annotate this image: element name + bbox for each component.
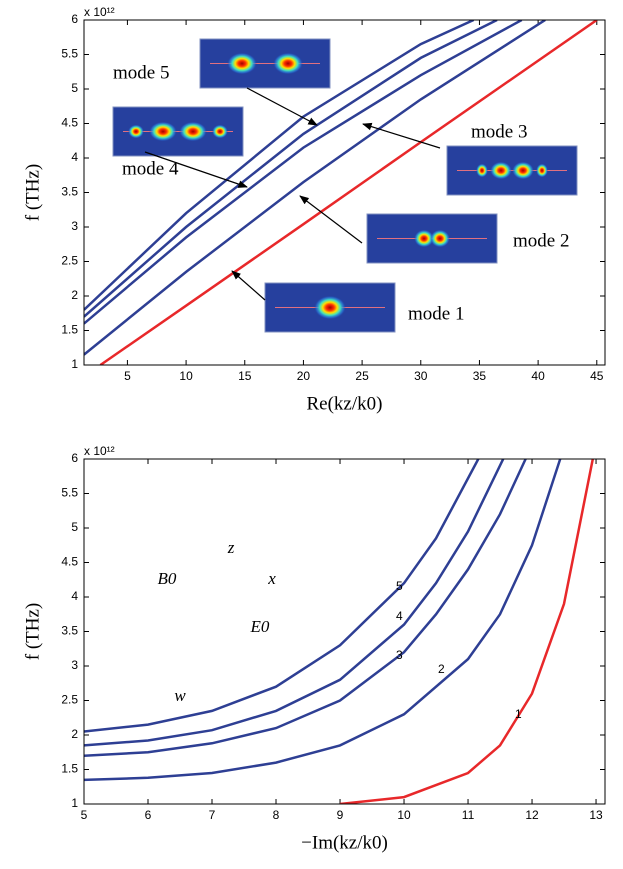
line-series <box>84 20 523 325</box>
annotation: x <box>267 569 276 588</box>
arrow <box>246 87 318 126</box>
y-axis-label: f (THz) <box>22 164 43 222</box>
y-tick-label: 4 <box>71 150 78 164</box>
annotation: z <box>227 538 235 557</box>
arrow <box>299 195 363 244</box>
line-series <box>84 459 480 733</box>
annotation: B0 <box>158 569 177 588</box>
field-blob <box>227 52 257 75</box>
y-tick-label: 3.5 <box>61 185 78 199</box>
x-tick-label: 10 <box>397 808 411 822</box>
field-blob <box>149 121 177 142</box>
field-blob <box>490 161 512 180</box>
arrow <box>231 270 266 301</box>
field-blob <box>128 124 144 139</box>
y-tick-label: 2 <box>71 288 78 302</box>
y-tick-label: 5.5 <box>61 486 78 500</box>
field-blob <box>430 229 450 248</box>
mode-inset <box>264 282 396 333</box>
y-tick-label: 5.5 <box>61 47 78 61</box>
y-tick-label: 5 <box>71 81 78 95</box>
field-blob <box>414 229 434 248</box>
arrow <box>362 122 441 149</box>
y-tick-label: 6 <box>71 451 78 465</box>
y-tick-label: 5 <box>71 520 78 534</box>
x-tick-label: 7 <box>209 808 216 822</box>
series-label: mode 1 <box>408 303 464 324</box>
x-tick-label: 20 <box>297 369 311 383</box>
mode-inset <box>366 213 498 264</box>
mode-inset <box>199 38 331 89</box>
y-tick-label: 3 <box>71 219 78 233</box>
series-label: 2 <box>438 662 445 676</box>
arrow <box>144 151 248 188</box>
line-series <box>84 459 527 757</box>
x-tick-label: 30 <box>414 369 428 383</box>
x-tick-label: 25 <box>355 369 369 383</box>
x-tick-label: 8 <box>273 808 280 822</box>
series-label: 1 <box>515 707 522 721</box>
annotation: E0 <box>250 617 270 636</box>
y-axis-label: f (THz) <box>22 603 43 661</box>
x-tick-label: 11 <box>462 808 475 822</box>
series-label: mode 4 <box>122 158 179 179</box>
axis-multiplier: x 10¹² <box>84 444 115 458</box>
x-tick-label: 15 <box>238 369 252 383</box>
field-blob <box>536 163 548 178</box>
mode-inset <box>446 145 578 196</box>
x-axis-label: −Im(kz/k0) <box>301 832 388 853</box>
x-tick-label: 5 <box>124 369 131 383</box>
series-label: 4 <box>396 609 403 623</box>
y-tick-label: 1 <box>71 796 78 810</box>
x-tick-label: 5 <box>81 808 88 822</box>
annotation: w <box>174 686 186 705</box>
field-blob <box>179 121 207 142</box>
y-tick-label: 1.5 <box>61 762 78 776</box>
y-tick-label: 4.5 <box>61 555 78 569</box>
axes-frame <box>83 19 606 366</box>
x-tick-label: 12 <box>525 808 539 822</box>
x-tick-label: 35 <box>473 369 487 383</box>
x-tick-label: 6 <box>145 808 152 822</box>
field-blob <box>476 163 488 178</box>
plot-area <box>84 459 605 804</box>
series-label: mode 3 <box>471 121 527 142</box>
y-tick-label: 3 <box>71 658 78 672</box>
y-tick-label: 1 <box>71 357 78 371</box>
line-series <box>84 459 562 782</box>
x-tick-label: 45 <box>590 369 604 383</box>
line-series <box>84 20 475 311</box>
y-tick-label: 2.5 <box>61 254 78 268</box>
line-series <box>84 20 498 318</box>
y-tick-label: 4 <box>71 589 78 603</box>
x-tick-label: 40 <box>531 369 545 383</box>
x-axis-label: Re(kz/k0) <box>307 393 383 414</box>
x-tick-label: 10 <box>179 369 193 383</box>
line-series <box>339 459 595 804</box>
series-label: 3 <box>396 648 403 662</box>
y-tick-label: 2 <box>71 727 78 741</box>
y-tick-label: 6 <box>71 12 78 26</box>
field-blob <box>273 52 303 75</box>
line-series <box>84 459 505 747</box>
field-blob <box>512 161 534 180</box>
y-tick-label: 2.5 <box>61 693 78 707</box>
y-tick-label: 3.5 <box>61 624 78 638</box>
field-blob <box>314 295 346 320</box>
line-series <box>99 20 598 365</box>
axis-multiplier: x 10¹² <box>84 5 115 19</box>
mode-inset <box>112 106 244 157</box>
series-label: 5 <box>396 579 403 593</box>
x-tick-label: 13 <box>589 808 603 822</box>
y-tick-label: 1.5 <box>61 323 78 337</box>
line-series <box>84 20 546 356</box>
x-tick-label: 9 <box>337 808 344 822</box>
axes-frame <box>83 458 606 805</box>
field-blob <box>212 124 228 139</box>
series-label: mode 2 <box>513 230 569 251</box>
series-label: mode 5 <box>113 62 169 83</box>
y-tick-label: 4.5 <box>61 116 78 130</box>
